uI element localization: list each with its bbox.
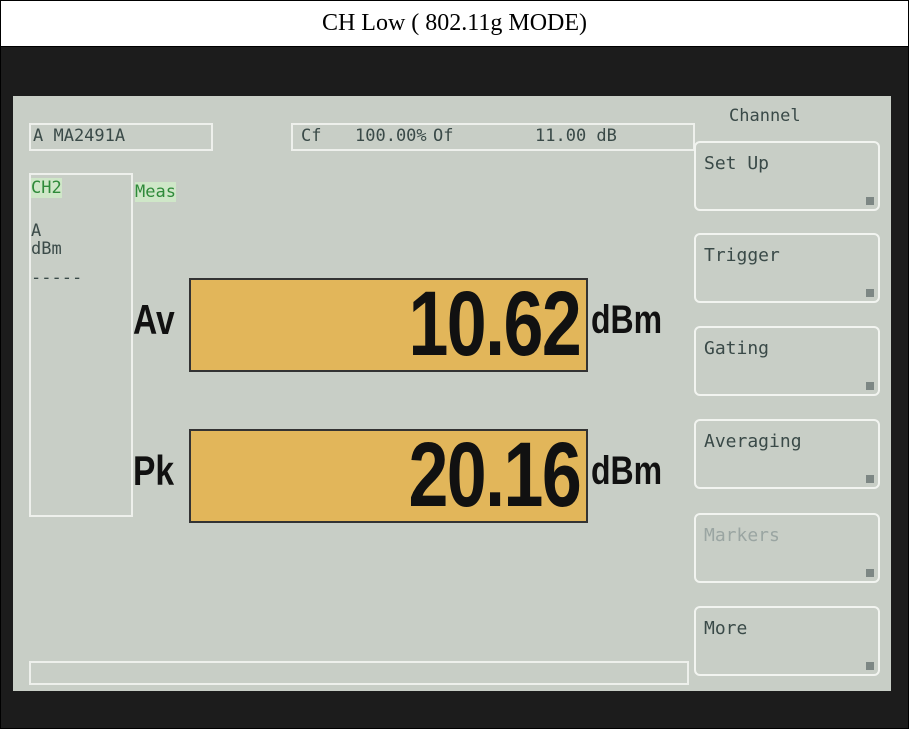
page: CH Low ( 802.11g MODE) A MA2491A Cf 100.… <box>0 0 909 729</box>
softkey[interactable]: Set Up <box>694 141 880 211</box>
cf-label: Cf <box>301 126 321 146</box>
softkey-corner <box>866 569 874 577</box>
message-bar <box>29 661 689 685</box>
softkey-label: Averaging <box>704 431 802 452</box>
of-value: 11.00 dB <box>535 126 617 146</box>
of-label: Of <box>433 126 453 146</box>
softkey-label: Trigger <box>704 245 780 266</box>
reading-box: 10.62 <box>189 278 588 372</box>
reading-value: 20.16 <box>408 423 580 528</box>
softkey-label: Set Up <box>704 153 769 174</box>
softkey-label: Gating <box>704 338 769 359</box>
softkey-corner <box>866 197 874 205</box>
softkey-label: Markers <box>704 525 780 546</box>
reading-label: Pk <box>133 447 174 495</box>
softkey[interactable]: Averaging <box>694 419 880 489</box>
softkey[interactable]: Trigger <box>694 233 880 303</box>
caption-title: CH Low ( 802.11g MODE) <box>1 1 908 47</box>
softkey[interactable]: Gating <box>694 326 880 396</box>
softkey-corner <box>866 475 874 483</box>
meas-label: Meas <box>135 182 176 202</box>
reading-label: Av <box>133 296 175 344</box>
softkey[interactable]: More <box>694 606 880 676</box>
reading-unit: dBm <box>591 449 662 494</box>
offset-box <box>291 123 695 151</box>
channel-unit: dBm <box>31 239 62 259</box>
softkey-corner <box>866 382 874 390</box>
sensor-id: A MA2491A <box>33 126 125 146</box>
channel-id: CH2 <box>31 178 62 198</box>
channel-panel <box>29 173 133 517</box>
softkey-corner <box>866 289 874 297</box>
channel-sensor: A <box>31 221 41 241</box>
softkey: Markers <box>694 513 880 583</box>
cf-value: 100.00% <box>355 126 427 146</box>
channel-marker: ----- <box>31 268 82 288</box>
menu-title: Channel <box>729 106 801 126</box>
instrument-screen: A MA2491A Cf 100.00% Of 11.00 dB CH2 A d… <box>13 96 891 691</box>
reading-value: 10.62 <box>408 272 580 377</box>
reading-unit: dBm <box>591 298 662 343</box>
reading-box: 20.16 <box>189 429 588 523</box>
softkey-corner <box>866 662 874 670</box>
softkey-label: More <box>704 618 747 639</box>
